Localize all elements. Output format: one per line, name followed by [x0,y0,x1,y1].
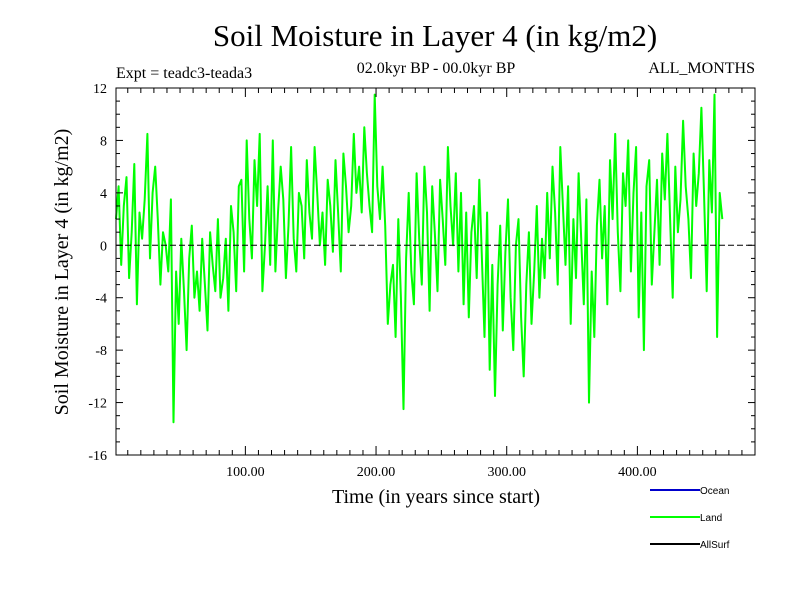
y-tick-label: 4 [100,187,107,202]
y-tick-label: 0 [100,239,107,254]
experiment-label: Expt = teadc3-teada3 [116,65,252,82]
y-tick-label: -16 [88,449,107,464]
legend-label-land: Land [700,513,722,524]
y-tick-label: -12 [88,397,107,412]
x-tick-label: 300.00 [487,465,526,480]
period-label: 02.0kyr BP - 00.0kyr BP [357,60,516,77]
x-axis-label: Time (in years since start) [332,486,540,508]
y-tick-label: -8 [95,344,107,359]
x-tick-label: 400.00 [618,465,657,480]
x-tick-label: 200.00 [357,465,396,480]
series-line-land [115,93,724,424]
months-label: ALL_MONTHS [648,60,755,77]
legend: Ocean Land AllSurf [650,486,730,551]
y-tick-label: -4 [95,292,107,307]
plot-area: 12 8 4 0 -4 -8 -12 -16 100.00 200.00 300.00 400.00 [88,82,756,480]
x-tick-label: 100.00 [226,465,265,480]
plot-frame [115,87,756,456]
legend-label-allsurf: AllSurf [700,540,730,551]
y-axis-label: Soil Moisture in Layer 4 (in kg/m2) [51,129,73,416]
chart-title: Soil Moisture in Layer 4 (in kg/m2) [213,18,657,53]
legend-label-ocean: Ocean [700,486,729,497]
y-tick-label: 8 [100,134,107,149]
y-tick-label: 12 [93,82,107,97]
